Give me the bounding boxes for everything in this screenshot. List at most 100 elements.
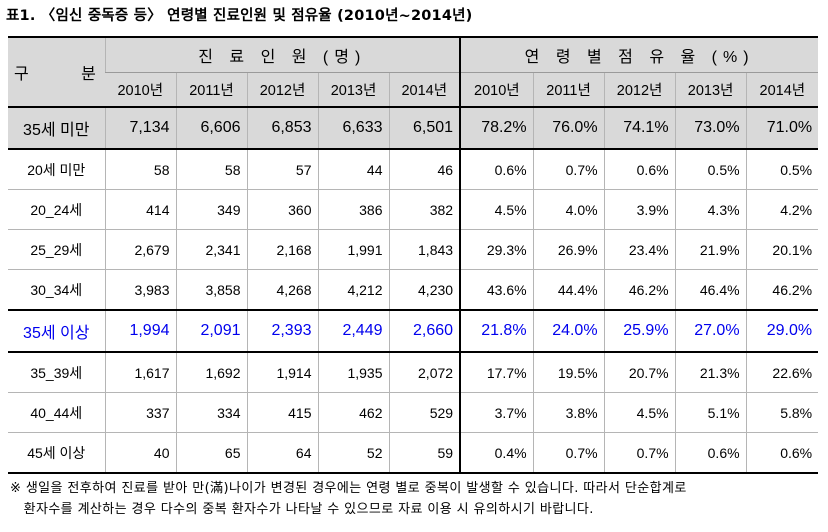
table-row: 45세 이상 40 65 64 52 59 0.4% 0.7% 0.7% 0.6% 0.6%: [8, 432, 819, 474]
row-label: 45세 이상: [8, 432, 105, 474]
table-row: 20세 미만 58 58 57 44 46 0.6% 0.7% 0.6% 0.5% 0.5%: [8, 149, 819, 190]
patients-cell: 2,660: [388, 309, 461, 353]
row-label: 35세 미만: [8, 107, 105, 150]
table-row: 40_44세 337 334 415 462 529 3.7% 3.8% 4.5% 5.1% 5.8…: [8, 392, 819, 433]
share-cell: 20.1%: [745, 229, 819, 270]
patients-cell: 1,991: [317, 229, 389, 270]
share-cell: 78.2%: [459, 107, 534, 150]
footnote-line: ※ 생일을 전후하여 진료를 받아 만(滿)나이가 변경된 경우에는 연령 별로…: [10, 481, 687, 496]
share-cell: 46.2%: [603, 269, 676, 311]
share-cell: 21.8%: [459, 309, 534, 353]
share-cell: 4.0%: [532, 189, 605, 230]
patients-cell: 2,393: [246, 309, 318, 353]
year-header: 2014년: [388, 72, 461, 108]
patients-cell: 6,501: [388, 107, 461, 150]
share-cell: 44.4%: [532, 269, 605, 311]
table-row: 30_34세 3,983 3,858 4,268 4,212 4,230 43.6% 44.4…: [8, 269, 819, 311]
share-cell: 21.9%: [674, 229, 747, 270]
share-cell: 4.2%: [745, 189, 819, 230]
patients-cell: 4,268: [246, 269, 318, 311]
patients-cell: 1,935: [317, 352, 389, 393]
share-cell: 3.8%: [532, 392, 605, 433]
share-cell: 73.0%: [674, 107, 747, 150]
row-label: 40_44세: [8, 392, 105, 433]
row-label: 30_34세: [8, 269, 105, 311]
patients-cell: 334: [175, 392, 247, 433]
year-header: 2010년: [105, 72, 176, 108]
footnote-line: 환자수를 계산하는 경우 다수의 중복 환자수가 나타날 수 있으므로 자료 이…: [10, 502, 594, 517]
patients-cell: 2,341: [175, 229, 247, 270]
share-cell: 23.4%: [603, 229, 676, 270]
patients-cell: 65: [175, 432, 247, 474]
share-cell: 0.5%: [745, 149, 819, 190]
year-header: 2011년: [532, 72, 605, 108]
share-cell: 24.0%: [532, 309, 605, 353]
row-label: 20_24세: [8, 189, 105, 230]
share-cell: 3.9%: [603, 189, 676, 230]
patients-cell: 1,692: [175, 352, 247, 393]
patients-cell: 7,134: [104, 107, 176, 150]
share-cell: 0.4%: [459, 432, 534, 474]
group-row: 35세 이상 1,994 2,091 2,393 2,449 2,660 21.8% 24.0…: [8, 309, 819, 353]
share-cell: 0.6%: [745, 432, 819, 474]
patients-cell: 360: [246, 189, 318, 230]
share-cell: 29.0%: [745, 309, 819, 353]
share-cell: 46.2%: [745, 269, 819, 311]
share-cell: 0.6%: [603, 149, 676, 190]
share-cell: 4.5%: [459, 189, 534, 230]
patients-cell: 52: [317, 432, 389, 474]
share-cell: 5.1%: [674, 392, 747, 433]
year-header: 2012년: [603, 72, 676, 108]
patients-cell: 1,843: [388, 229, 461, 270]
share-cell: 43.6%: [459, 269, 534, 311]
patients-cell: 414: [104, 189, 176, 230]
patients-cell: 415: [246, 392, 318, 433]
share-cell: 20.7%: [603, 352, 676, 393]
share-cell: 19.5%: [532, 352, 605, 393]
patients-cell: 2,679: [104, 229, 176, 270]
patients-cell: 6,606: [175, 107, 247, 150]
patients-cell: 3,983: [104, 269, 176, 311]
patients-cell: 349: [175, 189, 247, 230]
row-label: 20세 미만: [8, 149, 105, 190]
patients-cell: 3,858: [175, 269, 247, 311]
share-group-header: 연 령 별 점 유 율 (%): [459, 36, 819, 73]
share-cell: 0.6%: [674, 432, 747, 474]
year-header: 2014년: [745, 72, 819, 108]
share-cell: 4.3%: [674, 189, 747, 230]
table-row: 35_39세 1,617 1,692 1,914 1,935 2,072 17.7% 19.5…: [8, 352, 819, 393]
patients-cell: 4,230: [388, 269, 461, 311]
share-cell: 0.5%: [674, 149, 747, 190]
patients-cell: 2,449: [317, 309, 389, 353]
table-title: 표1. 〈임신 중독증 등〉 연령별 진료인원 및 점유율 (2010년~201…: [6, 8, 473, 24]
patients-cell: 529: [388, 392, 461, 433]
share-cell: 4.5%: [603, 392, 676, 433]
patients-cell: 2,168: [246, 229, 318, 270]
patients-cell: 57: [246, 149, 318, 190]
patients-cell: 2,072: [388, 352, 461, 393]
row-label: 35_39세: [8, 352, 105, 393]
patients-cell: 44: [317, 149, 389, 190]
patients-cell: 46: [388, 149, 461, 190]
year-header: 2013년: [674, 72, 747, 108]
year-header: 2010년: [459, 72, 534, 108]
table-row: 25_29세 2,679 2,341 2,168 1,991 1,843 29.3% 26.9…: [8, 229, 819, 270]
share-cell: 74.1%: [603, 107, 676, 150]
share-cell: 76.0%: [532, 107, 605, 150]
patients-cell: 1,914: [246, 352, 318, 393]
share-cell: 22.6%: [745, 352, 819, 393]
group-row: 35세 미만 7,134 6,606 6,853 6,633 6,501 78.2% 76.0…: [8, 107, 819, 150]
patients-cell: 1,617: [104, 352, 176, 393]
row-label: 25_29세: [8, 229, 105, 270]
age-group-table: 구 분 진 료 인 원 (명) 연 령 별 점 유 율 (%) 2010년 20…: [8, 36, 819, 474]
footnote: ※ 생일을 전후하여 진료를 받아 만(滿)나이가 변경된 경우에는 연령 별로…: [10, 478, 820, 520]
patients-cell: 2,091: [175, 309, 247, 353]
patients-cell: 337: [104, 392, 176, 433]
share-cell: 0.7%: [532, 432, 605, 474]
share-cell: 0.7%: [532, 149, 605, 190]
year-header: 2011년: [175, 72, 247, 108]
year-header: 2012년: [246, 72, 318, 108]
share-cell: 0.7%: [603, 432, 676, 474]
share-cell: 25.9%: [603, 309, 676, 353]
patients-cell: 386: [317, 189, 389, 230]
